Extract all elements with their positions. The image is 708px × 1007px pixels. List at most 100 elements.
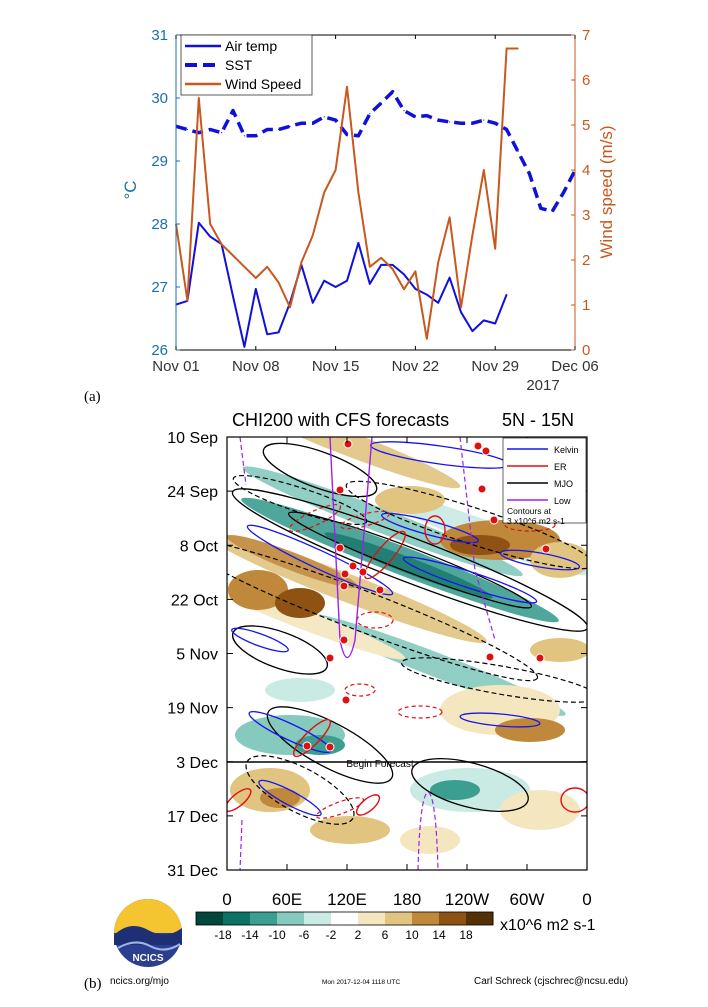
panel-b-legend: Kelvin ER MJO Low Contours at 3 x10^6 m2… [502, 437, 587, 526]
y-tick-label: 26 [151, 342, 168, 359]
y2-tick-label: 0 [582, 342, 590, 359]
wind-speed-point [426, 338, 428, 340]
wind-speed-point [369, 266, 371, 268]
footer-mid: Mon 2017-12-04 1118 UTC [322, 979, 400, 986]
colorbar-unit: x10^6 m2 s-1 [500, 917, 596, 934]
panel-b-title: CHI200 with CFS forecasts [232, 410, 449, 430]
wind-speed-point [494, 248, 496, 250]
sst-point [517, 150, 519, 153]
air-temp-point [437, 302, 439, 304]
y2-tick-label: 7 [582, 27, 590, 44]
hovmoller-field [227, 437, 587, 870]
legend-sst: SST [225, 57, 253, 73]
colorbar-cell [223, 912, 251, 925]
colorbar-tick-label: -2 [326, 928, 337, 942]
hov-y-tick-label: 8 Oct [180, 538, 219, 555]
panel-a-legend: Air temp SST Wind Speed [180, 34, 313, 96]
colorbar-cell [250, 912, 278, 925]
sst-point [209, 128, 211, 131]
hov-x-tick-label: 60E [272, 890, 302, 909]
hov-y-tick-label: 19 Nov [167, 701, 218, 718]
colorbar: -18 -14 -10 -6 -2 2 6 10 14 18 [195, 911, 494, 942]
panel-b-hovmoller: CHI200 with CFS forecasts 5N - 15N [84, 410, 628, 992]
air-temp-point [483, 319, 485, 321]
colorbar-cell [277, 912, 305, 925]
wind-speed-point [460, 306, 462, 308]
legend-mjo: MJO [554, 479, 573, 489]
sst-point [186, 128, 188, 131]
colorbar-cell [331, 912, 359, 925]
sst-point [289, 125, 291, 127]
ncics-logo: NCICS [114, 899, 182, 967]
air-temp-point [494, 322, 496, 325]
air-temp-point [460, 311, 462, 313]
colorbar-cell [358, 912, 386, 925]
wind-speed-point [403, 288, 405, 290]
legend-contours-line1: Contours at [507, 506, 552, 516]
x-tick-label: Nov 01 [152, 358, 200, 375]
wind-speed-point [209, 223, 211, 225]
hov-y-tick-label: 10 Sep [167, 430, 218, 447]
panel-b-label: (b) [84, 976, 102, 992]
air-temp-point [357, 242, 359, 244]
sst-point [471, 122, 473, 124]
colorbar-tick-label: 18 [459, 928, 473, 942]
legend-contours-line2: 3 x10^6 m2 s-1 [507, 516, 565, 526]
y-tick-label: 28 [151, 216, 168, 233]
hov-x-tick-label: 60W [510, 890, 545, 909]
hov-y-tick-label: 31 Dec [167, 863, 218, 880]
hov-x-tick-label: 0 [582, 890, 591, 909]
air-temp-point [414, 288, 416, 290]
air-temp-point [335, 286, 337, 288]
air-temp-point [255, 288, 257, 290]
right-axis-label: Wind speed (m/s) [597, 125, 616, 258]
colorbar-tick-label: 2 [355, 928, 362, 942]
air-temp-point [426, 293, 428, 296]
wind-speed-point [437, 261, 439, 263]
colorbar-tick-label: -6 [299, 928, 310, 942]
air-temp-point [506, 293, 508, 296]
sst-point [357, 135, 359, 137]
hov-x-tick-label: 180 [393, 890, 421, 909]
hov-y-tick-label: 24 Sep [167, 484, 218, 501]
wind-speed-point [198, 97, 200, 99]
legend-er: ER [554, 462, 567, 472]
wind-speed-point [346, 86, 348, 88]
sst-point [278, 128, 280, 131]
air-temp-point [266, 333, 268, 335]
sst-point [255, 135, 257, 137]
colorbar-cell [196, 912, 224, 925]
sst-point [369, 113, 371, 115]
sst-point [392, 91, 394, 93]
y2-tick-label: 6 [582, 72, 590, 89]
year-label: 2017 [526, 377, 559, 394]
sst-point [426, 115, 428, 117]
colorbar-tick-label: -14 [241, 928, 259, 942]
wind-speed-point [380, 257, 382, 259]
wind-speed-point [483, 169, 485, 171]
x-tick-label: Nov 29 [471, 358, 519, 375]
legend-air-temp: Air temp [225, 38, 277, 54]
hov-x-tick-label: 120W [445, 890, 489, 909]
wind-speed-point [312, 234, 314, 236]
sst-point [414, 116, 416, 118]
x-tick-label: Nov 22 [392, 358, 440, 375]
panel-a-label: (a) [84, 389, 101, 405]
wind-speed-point [266, 266, 268, 268]
sst-point [540, 207, 542, 209]
colorbar-tick-label: 10 [405, 928, 419, 942]
hov-y-tick-label: 5 Nov [176, 647, 218, 664]
x-tick-label: Nov 08 [232, 358, 280, 375]
air-temp-point [278, 331, 280, 333]
wind-speed-point [300, 261, 302, 263]
wind-speed-point [414, 270, 416, 272]
sst-point [221, 132, 223, 134]
y-tick-label: 29 [151, 153, 168, 170]
sst-point [346, 133, 348, 136]
hov-y-tick-label: 3 Dec [176, 755, 218, 772]
panel-a-line-chart: Nov 01 Nov 08 Nov 15 Nov 22 Nov 29 Dec 062627… [84, 27, 616, 405]
air-temp-point [323, 280, 325, 282]
wind-speed-point [221, 243, 223, 245]
sst-point [300, 122, 302, 124]
